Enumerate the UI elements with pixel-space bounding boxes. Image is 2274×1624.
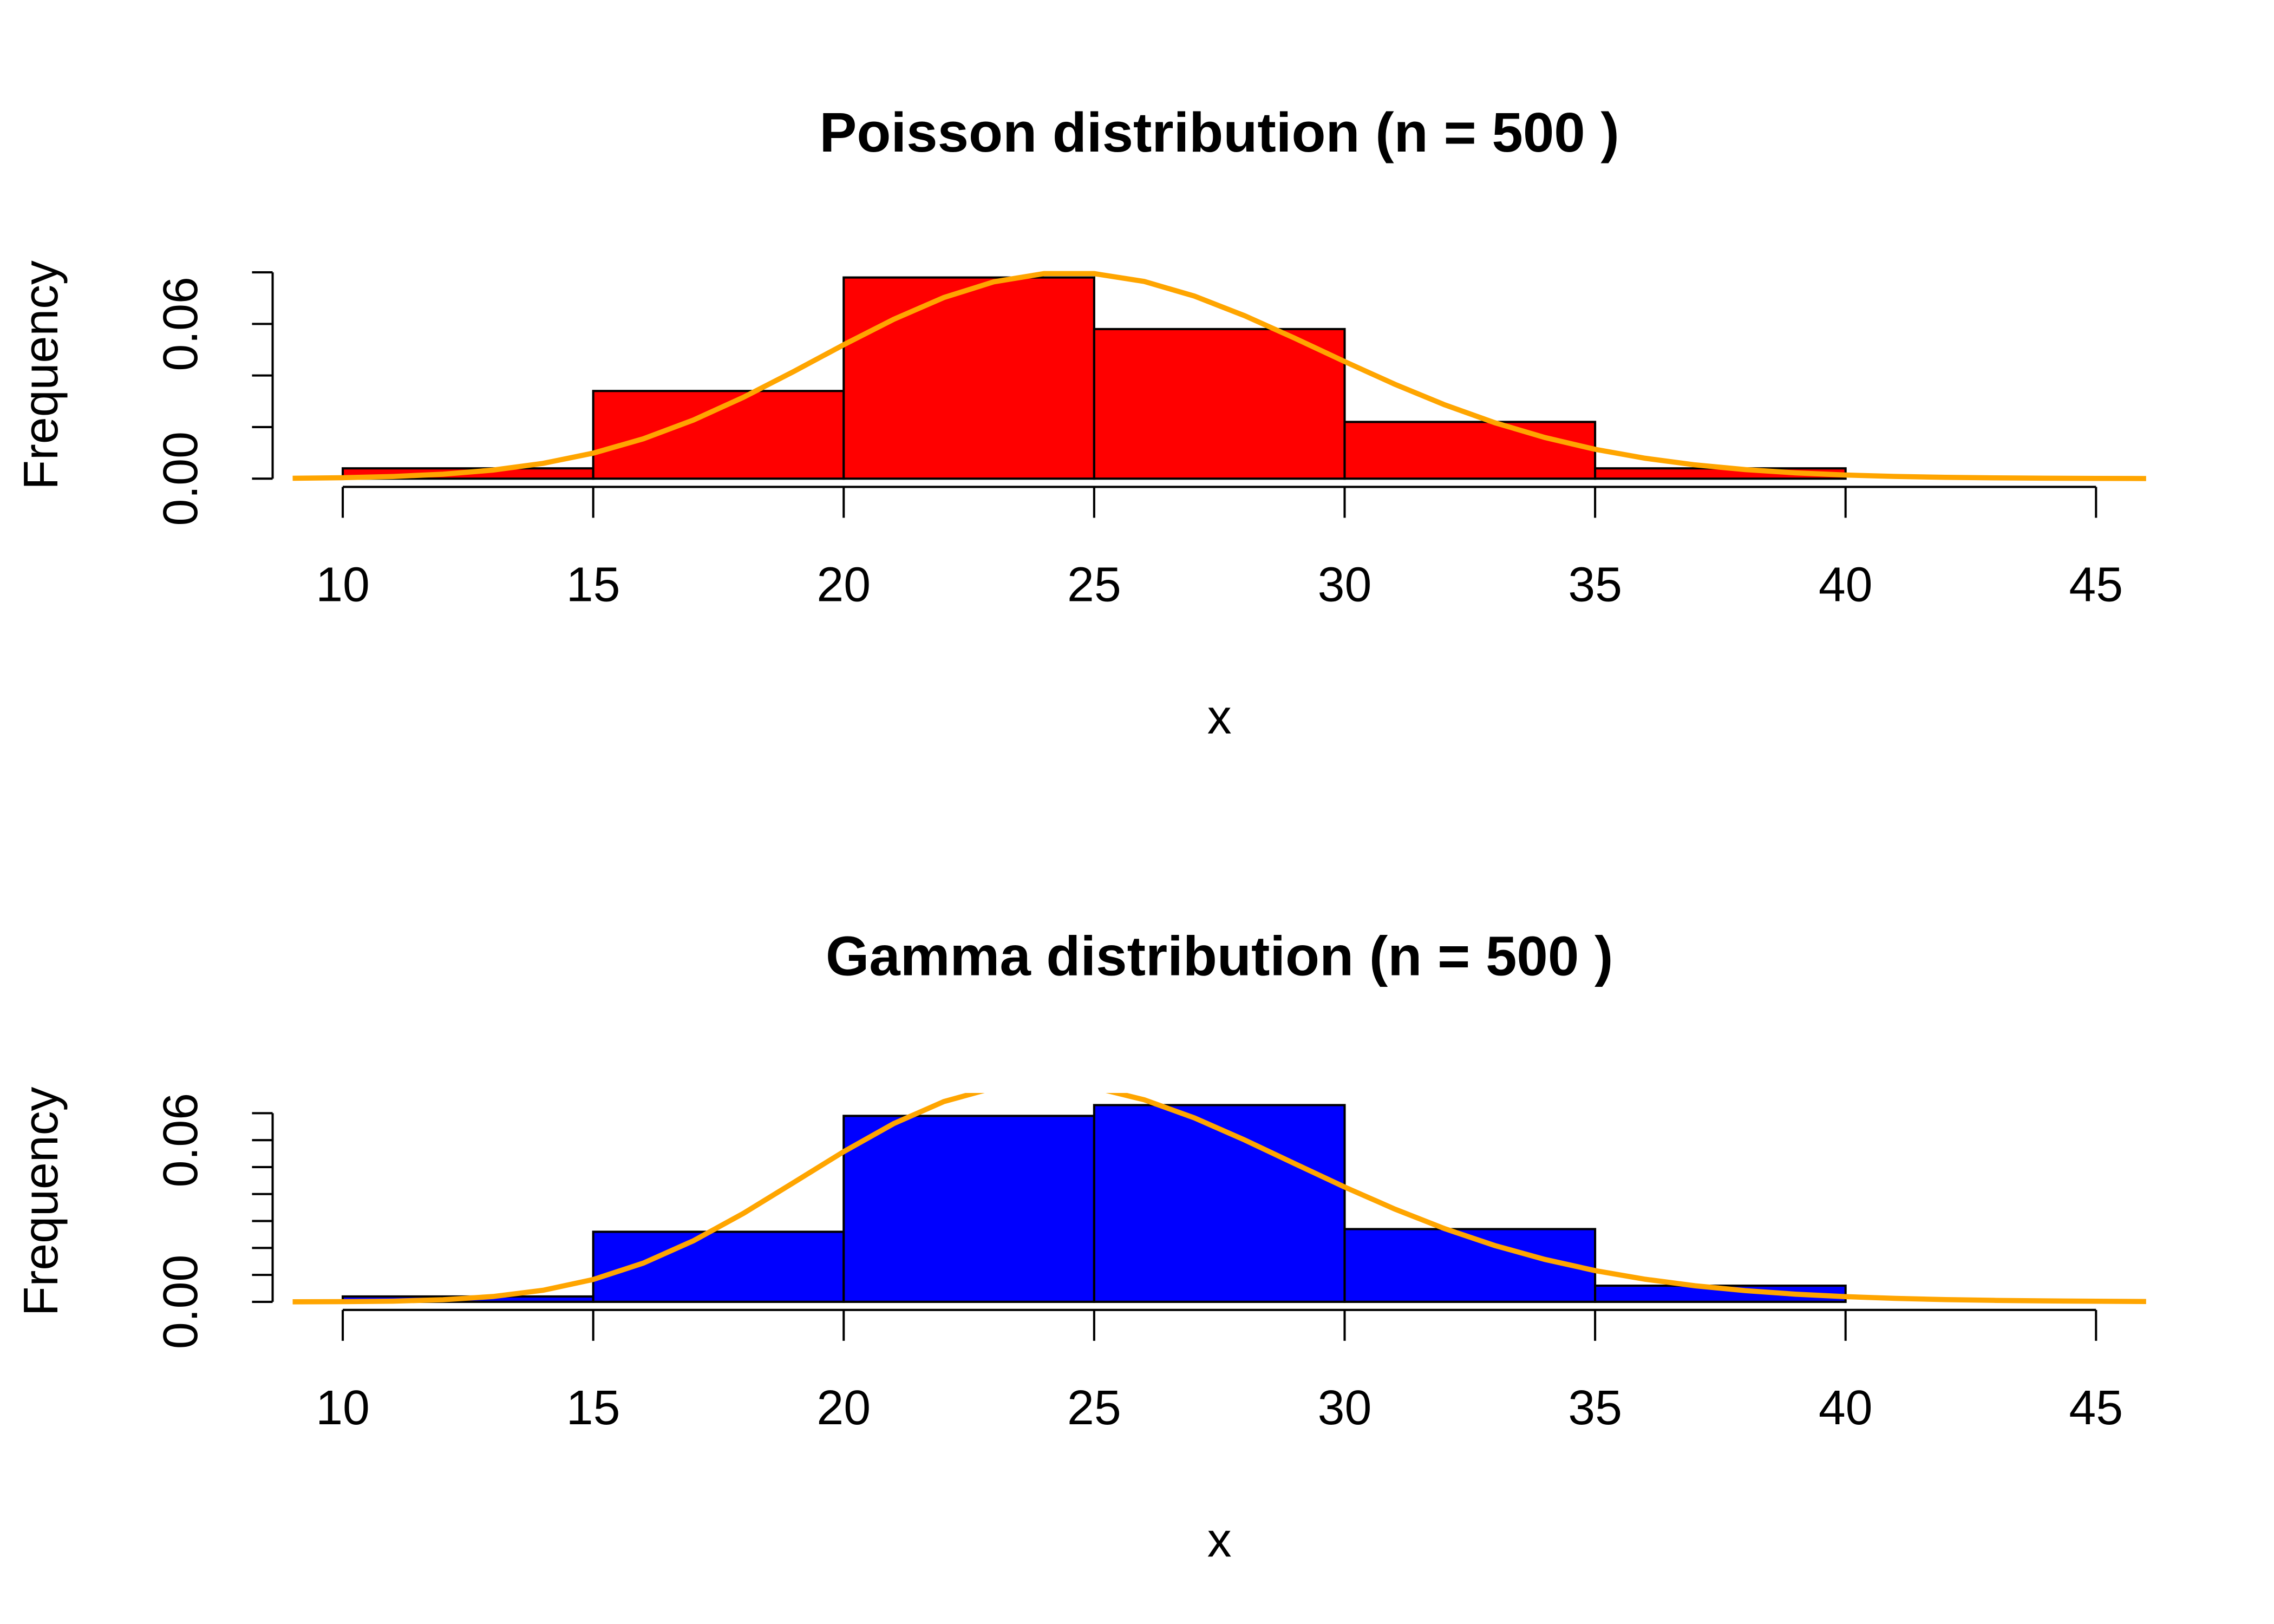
x-tick-label: 20 (816, 1381, 871, 1435)
x-tick-label: 45 (2069, 558, 2123, 612)
y-tick-label: 0.00 (154, 431, 208, 526)
bar (1093, 1104, 1346, 1303)
bar (842, 1115, 1095, 1303)
x-tick-label: 35 (1568, 1381, 1622, 1435)
x-tick-label: 40 (1819, 1381, 1873, 1435)
x-axis-label: x (1207, 1514, 1232, 1568)
x-tick-label: 20 (816, 558, 871, 612)
bar (842, 276, 1095, 480)
bar (1093, 328, 1346, 480)
y-tick-label: 0.00 (154, 1255, 208, 1350)
chart-title: Gamma distribution (n = 500 ) (826, 925, 1613, 987)
bar (592, 390, 845, 480)
x-tick-label: 45 (2069, 1381, 2123, 1435)
x-tick-label: 35 (1568, 558, 1622, 612)
bar (1343, 421, 1597, 480)
y-tick-label: 0.06 (154, 277, 208, 371)
panel: Poisson distribution (n = 500 ) 10 15 20 25 3… (14, 101, 2146, 744)
x-axis-label: x (1207, 690, 1232, 744)
x-tick-label: 30 (1318, 558, 1372, 612)
x-tick-label: 25 (1067, 558, 1121, 612)
chart-title: Poisson distribution (n = 500 ) (820, 101, 1619, 163)
density-curve (292, 1093, 2146, 1305)
bar (1343, 1228, 1597, 1303)
y-axis-label: Frequency (14, 1086, 68, 1316)
x-tick-label: 15 (566, 1381, 620, 1435)
x-tick-label: 10 (316, 1381, 370, 1435)
x-tick-label: 30 (1318, 1381, 1372, 1435)
x-tick-label: 40 (1819, 558, 1873, 612)
panel: Gamma distribution (n = 500 ) 10 15 20 25 30 3… (14, 925, 2146, 1568)
x-tick-label: 25 (1067, 1381, 1121, 1435)
x-tick-label: 15 (566, 558, 620, 612)
density-curve (292, 271, 2146, 481)
y-axis-label: Frequency (14, 260, 68, 490)
y-tick-label: 0.06 (154, 1093, 208, 1188)
x-tick-label: 10 (316, 558, 370, 612)
